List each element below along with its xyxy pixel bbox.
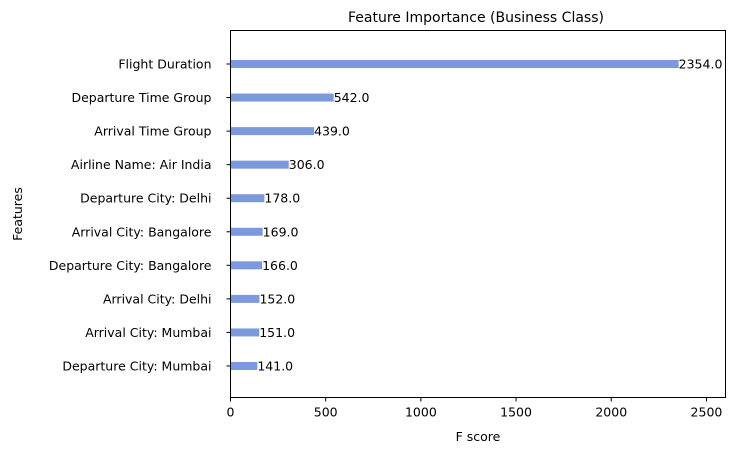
y-tick-label-6: Departure City: Bangalore [49,258,212,273]
bar-value-label-0: 2354.0 [679,57,723,72]
bar-6 [230,261,263,270]
bar-5 [230,227,263,236]
x-tick-label-5: 2500 [691,405,723,420]
x-tick-label-2: 1000 [405,405,437,420]
x-tick-label-3: 1500 [500,405,532,420]
x-tick-label-1: 500 [314,405,338,420]
bar-7 [230,294,260,303]
plot-frame [230,30,726,398]
bar-4 [230,194,265,203]
bar-value-label-5: 169.0 [263,224,299,239]
x-tick-label-4: 2000 [595,405,627,420]
y-tick-label-1: Departure Time Group [71,90,211,105]
bar-value-label-8: 151.0 [259,325,295,340]
x-axis-label: F score [456,429,501,444]
y-tick-label-2: Arrival Time Group [94,124,211,139]
bar-value-label-1: 542.0 [334,90,370,105]
bar-3 [230,160,289,169]
y-tick-label-7: Arrival City: Delhi [103,291,212,306]
x-ticks-layer: 0 500 1000 1500 2000 2500 [227,397,723,420]
bar-1 [230,93,334,102]
bar-value-label-9: 141.0 [257,359,293,374]
bar-9 [230,362,258,370]
bar-value-label-4: 178.0 [264,191,300,206]
y-tick-label-5: Arrival City: Bangalore [72,224,212,239]
bar-value-label-3: 306.0 [289,157,325,172]
chart-title: Feature Importance (Business Class) [348,10,604,26]
x-tick-label-0: 0 [227,405,235,420]
y-tick-label-4: Departure City: Delhi [80,191,211,206]
y-axis-label: Features [10,187,25,241]
bar-8 [230,328,260,337]
bar-0 [230,60,679,68]
bar-2 [230,127,315,136]
y-tick-label-9: Departure City: Mumbai [62,359,211,374]
bar-value-label-6: 166.0 [262,258,298,273]
bar-value-label-2: 439.0 [314,124,350,139]
y-tick-label-8: Arrival City: Mumbai [85,325,211,340]
y-tick-label-0: Flight Duration [118,57,211,72]
y-tick-label-3: Airline Name: Air India [71,157,212,172]
bar-value-label-7: 152.0 [259,291,295,306]
y-ticks-layer: Flight Duration Departure Time Group Arriv… [49,57,231,374]
bars-layer: 2354.0 542.0 439.0 306.0 178.0 169.0 166.0 152.… [230,57,723,374]
